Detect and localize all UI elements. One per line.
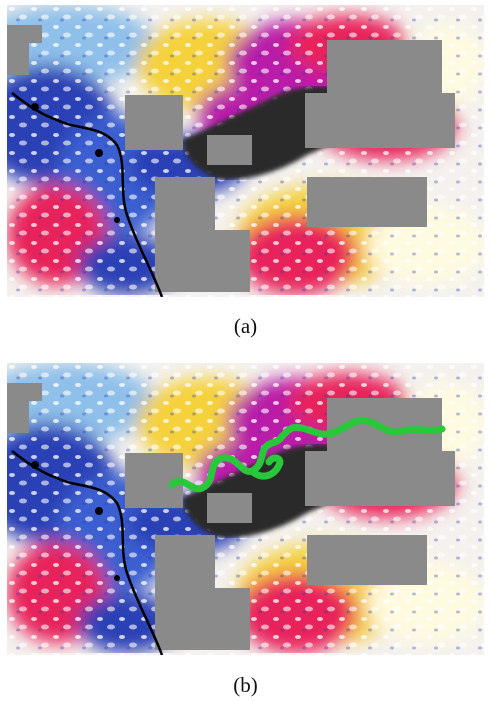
- masked-regions-a: [7, 25, 455, 292]
- overlay-path-loop: [248, 454, 284, 480]
- caption-a: (a): [233, 314, 258, 338]
- boundary-line-a: [11, 92, 164, 297]
- heatmap-b: [7, 363, 484, 655]
- panel-a: [7, 5, 484, 297]
- panel-b: [7, 363, 484, 655]
- caption-b: (b): [233, 673, 258, 697]
- boundary-line-b: [11, 450, 164, 655]
- overlay-path: [168, 417, 446, 493]
- boundary-markers-b: [31, 461, 120, 581]
- heatmap-a: [7, 5, 484, 297]
- boundary-markers-a: [31, 103, 120, 223]
